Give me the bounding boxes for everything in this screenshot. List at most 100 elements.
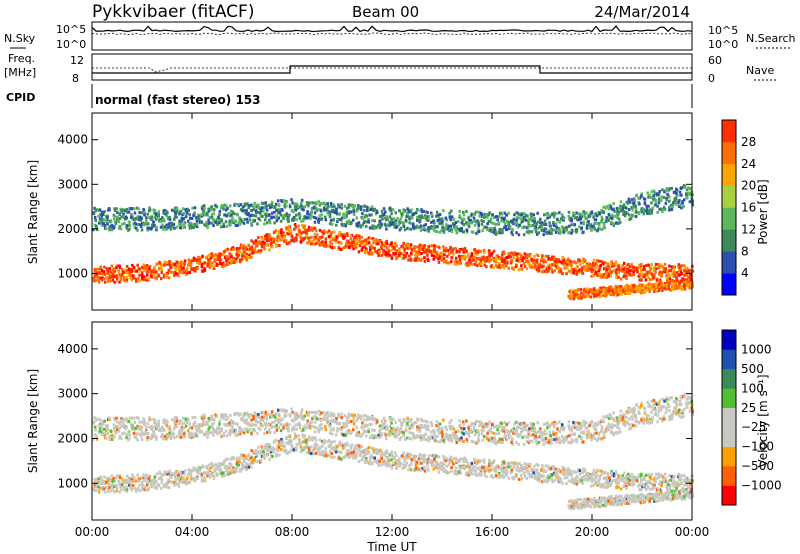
power-cell xyxy=(498,228,501,231)
power-cell xyxy=(268,214,272,217)
velocity-cell xyxy=(513,461,517,465)
velocity-cell xyxy=(169,474,172,478)
power-cell xyxy=(426,211,429,214)
power-cell xyxy=(238,216,241,220)
power-cell xyxy=(641,288,644,292)
velocity-cell xyxy=(373,459,377,463)
power-cell xyxy=(379,222,383,226)
power-cell xyxy=(350,241,353,245)
power-cell xyxy=(433,221,436,225)
velocity-cell xyxy=(113,479,117,483)
power-cell xyxy=(443,253,446,257)
power-cell xyxy=(668,264,671,268)
power-cell xyxy=(232,261,236,264)
power-cell xyxy=(582,257,585,261)
velocity-cell xyxy=(179,474,183,478)
power-cell xyxy=(247,206,250,210)
power-cell xyxy=(554,258,558,262)
power-cell xyxy=(608,273,611,277)
power-cell xyxy=(107,280,110,283)
power-cell xyxy=(514,211,518,215)
power-cell xyxy=(501,251,504,254)
power-cell xyxy=(112,217,116,221)
power-cell xyxy=(206,213,209,217)
power-cell xyxy=(192,226,196,229)
power-cell xyxy=(271,245,274,249)
power-cell xyxy=(390,217,393,221)
power-cell xyxy=(558,228,562,232)
power-cell xyxy=(197,262,200,265)
velocity-cell xyxy=(342,444,345,448)
power-cell xyxy=(277,236,281,240)
power-cell xyxy=(247,256,251,259)
power-cell xyxy=(412,225,416,229)
velocity-cell xyxy=(447,462,451,466)
power-colorbar-tick-label: 16 xyxy=(741,201,756,215)
power-cell xyxy=(208,221,211,225)
power-cell xyxy=(533,254,536,258)
power-cell xyxy=(679,267,683,271)
power-cell xyxy=(617,264,620,268)
velocity-cell xyxy=(155,472,159,476)
velocity-cell xyxy=(413,454,416,458)
power-cell xyxy=(587,262,590,266)
power-cell xyxy=(395,255,399,259)
power-cell xyxy=(567,215,570,218)
power-cell xyxy=(437,253,441,257)
power-cell xyxy=(235,247,239,250)
power-cell xyxy=(342,215,346,219)
velocity-cell xyxy=(502,470,505,474)
power-cell xyxy=(675,202,678,206)
velocity-cell xyxy=(382,458,386,462)
power-cell xyxy=(640,278,643,282)
power-cell xyxy=(140,271,144,275)
power-cell xyxy=(388,215,392,219)
power-cell xyxy=(562,217,566,221)
power-cell xyxy=(334,240,338,244)
power-cell xyxy=(420,252,423,255)
velocity-cell xyxy=(429,460,433,464)
power-cell xyxy=(110,220,113,224)
power-cell xyxy=(293,202,296,206)
velocity-cell xyxy=(187,468,191,472)
power-cell xyxy=(373,249,377,253)
power-cell xyxy=(149,271,153,275)
power-cell xyxy=(588,265,591,269)
power-cell xyxy=(635,193,639,197)
velocity-cell xyxy=(107,479,110,483)
power-cell xyxy=(505,228,509,231)
power-cell xyxy=(419,246,423,250)
power-cell xyxy=(630,269,634,273)
velocity-cell xyxy=(444,456,448,460)
power-cell xyxy=(561,230,564,234)
power-cell xyxy=(285,200,289,204)
power-cell xyxy=(282,199,286,203)
velocity-cell xyxy=(373,456,376,460)
power-cell xyxy=(679,285,683,288)
power-cell xyxy=(392,251,395,255)
velocity-cell xyxy=(426,461,429,465)
power-cell xyxy=(685,273,688,277)
power-cell xyxy=(430,213,434,217)
power-cell xyxy=(531,219,534,223)
power-cell xyxy=(508,252,511,256)
power-cell xyxy=(204,223,207,227)
power-cell xyxy=(116,211,119,215)
power-cell xyxy=(633,284,636,288)
power-cell xyxy=(448,229,451,233)
velocity-cell xyxy=(442,466,446,470)
power-cell xyxy=(257,203,260,207)
power-cell xyxy=(134,217,138,221)
velocity-cell xyxy=(277,441,281,445)
power-cell xyxy=(147,267,150,271)
power-cell xyxy=(677,265,680,269)
velocity-cell xyxy=(109,489,113,493)
power-cell xyxy=(350,244,354,248)
power-cell xyxy=(522,212,526,216)
power-cell xyxy=(424,250,428,254)
power-cell xyxy=(369,248,372,252)
power-cell xyxy=(125,277,129,281)
power-cell xyxy=(509,261,513,265)
power-cell xyxy=(584,287,588,291)
velocity-cell xyxy=(148,479,152,483)
